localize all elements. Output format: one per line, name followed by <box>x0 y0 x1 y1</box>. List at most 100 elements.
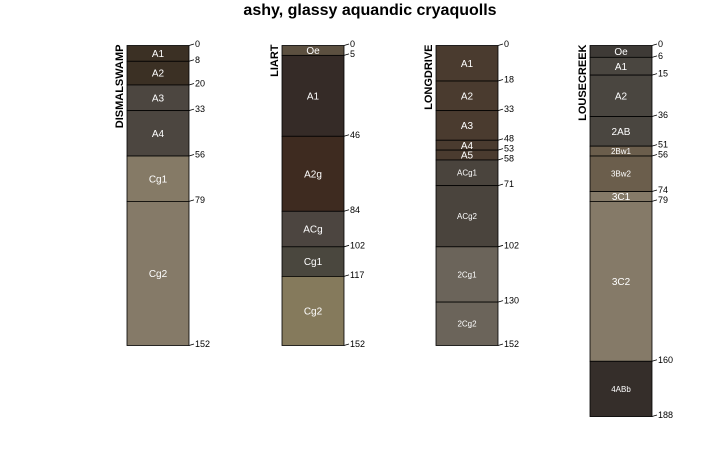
depth-tick <box>343 274 350 277</box>
horizon-label: 3C2 <box>612 277 631 288</box>
horizon-cg2 <box>281 276 345 346</box>
horizon-label: A1 <box>152 49 165 60</box>
depth-tick <box>497 300 504 303</box>
depth-tick <box>497 183 504 187</box>
depth-tick <box>497 343 504 346</box>
horizon-label: Cg1 <box>149 174 168 185</box>
profile-name: LIART <box>269 44 281 77</box>
depth-label: 15 <box>658 69 668 79</box>
horizon-cg1 <box>281 246 345 277</box>
horizon-label: Oe <box>614 47 628 58</box>
depth-tick <box>188 108 195 112</box>
depth-label: 0 <box>350 39 355 49</box>
horizon-label: ACg2 <box>457 212 478 221</box>
horizon-label: A2g <box>304 169 322 180</box>
horizon-cg2 <box>126 201 190 346</box>
depth-label: 58 <box>504 153 514 163</box>
depth-tick <box>651 359 658 362</box>
depth-label: 18 <box>504 75 514 85</box>
horizon-label: Cg1 <box>304 257 323 268</box>
depth-label: 8 <box>195 55 200 65</box>
depth-tick <box>343 343 350 346</box>
depth-label: 46 <box>350 130 360 140</box>
depth-tick <box>651 414 658 417</box>
depth-label: 152 <box>195 339 210 349</box>
depth-tick <box>343 134 350 137</box>
depth-tick <box>188 43 195 46</box>
depth-tick <box>651 144 658 147</box>
depth-tick <box>497 244 504 248</box>
horizon-label: ACg <box>303 225 322 236</box>
depth-tick <box>188 199 195 202</box>
depth-label: 20 <box>195 78 205 88</box>
depth-label: 6 <box>658 51 663 61</box>
horizon-label: ACg1 <box>457 169 478 178</box>
horizon-acg1 <box>435 159 499 187</box>
depth-tick <box>343 43 350 46</box>
horizon-label: A3 <box>461 121 474 132</box>
horizon-a3 <box>435 110 499 141</box>
horizon-a1 <box>281 54 345 137</box>
depth-tick <box>188 59 195 62</box>
depth-label: 152 <box>350 339 365 349</box>
depth-label: 33 <box>504 104 514 114</box>
horizon-label: A1 <box>461 59 474 70</box>
horizon-acg <box>281 210 345 248</box>
depth-tick <box>651 43 658 46</box>
depth-tick <box>497 138 504 141</box>
depth-label: 130 <box>504 296 519 306</box>
depth-tick <box>651 189 658 192</box>
depth-tick <box>497 79 504 82</box>
chart-title: ashy, glassy aquandic cryaquolls <box>243 2 497 19</box>
depth-tick <box>343 53 350 56</box>
horizon-a1 <box>435 45 499 82</box>
depth-label: 48 <box>504 134 514 144</box>
horizon-label: Cg2 <box>304 307 323 318</box>
depth-label: 160 <box>658 355 673 365</box>
horizon-label: A4 <box>152 129 165 140</box>
horizon-label: 2Cg2 <box>457 320 477 329</box>
horizon-label: 2Bw1 <box>611 147 632 156</box>
horizon-label: 3Bw2 <box>611 170 632 179</box>
horizon-cg1 <box>126 155 190 202</box>
profile-liart: Oe A1 A2g ACg Cg1 Cg2 05 46 84 102 117 152 LIART <box>269 39 365 349</box>
horizon-label: A1 <box>307 91 320 102</box>
depth-label: 56 <box>658 150 668 160</box>
depth-label: 102 <box>504 240 519 250</box>
depth-label: 36 <box>658 110 668 120</box>
depth-tick <box>343 244 350 248</box>
depth-label: 84 <box>350 205 360 215</box>
horizon-label: 2AB <box>612 127 631 138</box>
depth-label: 51 <box>658 140 668 150</box>
horizon-label: 4ABb <box>611 385 631 394</box>
horizon-acg2 <box>435 185 499 248</box>
horizon-label: A2 <box>152 69 165 80</box>
horizon-label: Oe <box>306 46 320 57</box>
horizon-label: Cg2 <box>149 269 168 280</box>
horizon-2cg2 <box>435 301 499 346</box>
depth-label: 117 <box>350 270 364 280</box>
depth-label: 152 <box>504 339 519 349</box>
depth-label: 0 <box>195 39 200 49</box>
depth-tick <box>188 83 195 86</box>
horizon-label: A3 <box>152 93 165 104</box>
horizon-2ab <box>589 116 653 147</box>
depth-label: 188 <box>658 410 673 420</box>
depth-tick <box>497 158 504 161</box>
horizon-4abb <box>589 360 653 417</box>
horizon-label: A4 <box>461 141 474 152</box>
depth-label: 0 <box>658 39 663 49</box>
horizon-label: 2Cg1 <box>457 270 477 279</box>
depth-label: 33 <box>195 104 205 114</box>
horizon-3c2 <box>589 201 653 362</box>
depth-tick <box>497 148 504 151</box>
horizon-2cg1 <box>435 246 499 303</box>
depth-label: 79 <box>195 195 205 205</box>
depth-tick <box>343 209 350 212</box>
horizon-label: A2 <box>615 91 628 102</box>
horizon-a2 <box>435 80 499 112</box>
depth-label: 71 <box>504 179 514 189</box>
